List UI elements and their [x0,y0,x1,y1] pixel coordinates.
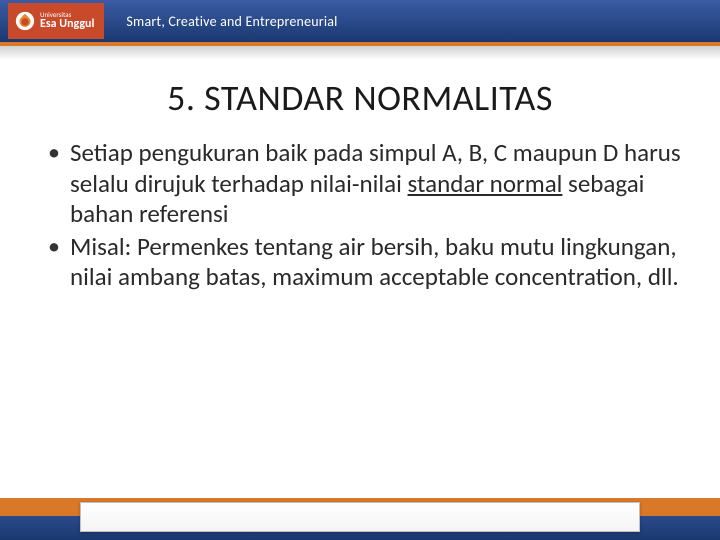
bullet-text-underlined: standar normal [408,168,563,199]
logo-emblem-icon [14,10,36,32]
logo-university-name: Esa Unggul [40,18,94,31]
slide-title: 5. STANDAR NORMALITAS [36,76,684,120]
bullet-list: Setiap pengukuran baik pada simpul A, B,… [36,138,684,293]
bullet-text-pre: Misal: Permenkes tentang air bersih, bak… [70,231,679,293]
slide-content: 5. STANDAR NORMALITAS Setiap pengukuran … [0,46,720,293]
list-item: Misal: Permenkes tentang air bersih, bak… [46,232,684,293]
footer-box [80,502,640,532]
university-logo: Universitas Esa Unggul [8,3,104,39]
header-bar: Universitas Esa Unggul Smart, Creative a… [0,0,720,46]
footer [0,492,720,540]
header-shadow [0,46,720,60]
header-tagline: Smart, Creative and Entrepreneurial [126,13,337,30]
logo-text: Universitas Esa Unggul [40,11,94,32]
list-item: Setiap pengukuran baik pada simpul A, B,… [46,138,684,230]
